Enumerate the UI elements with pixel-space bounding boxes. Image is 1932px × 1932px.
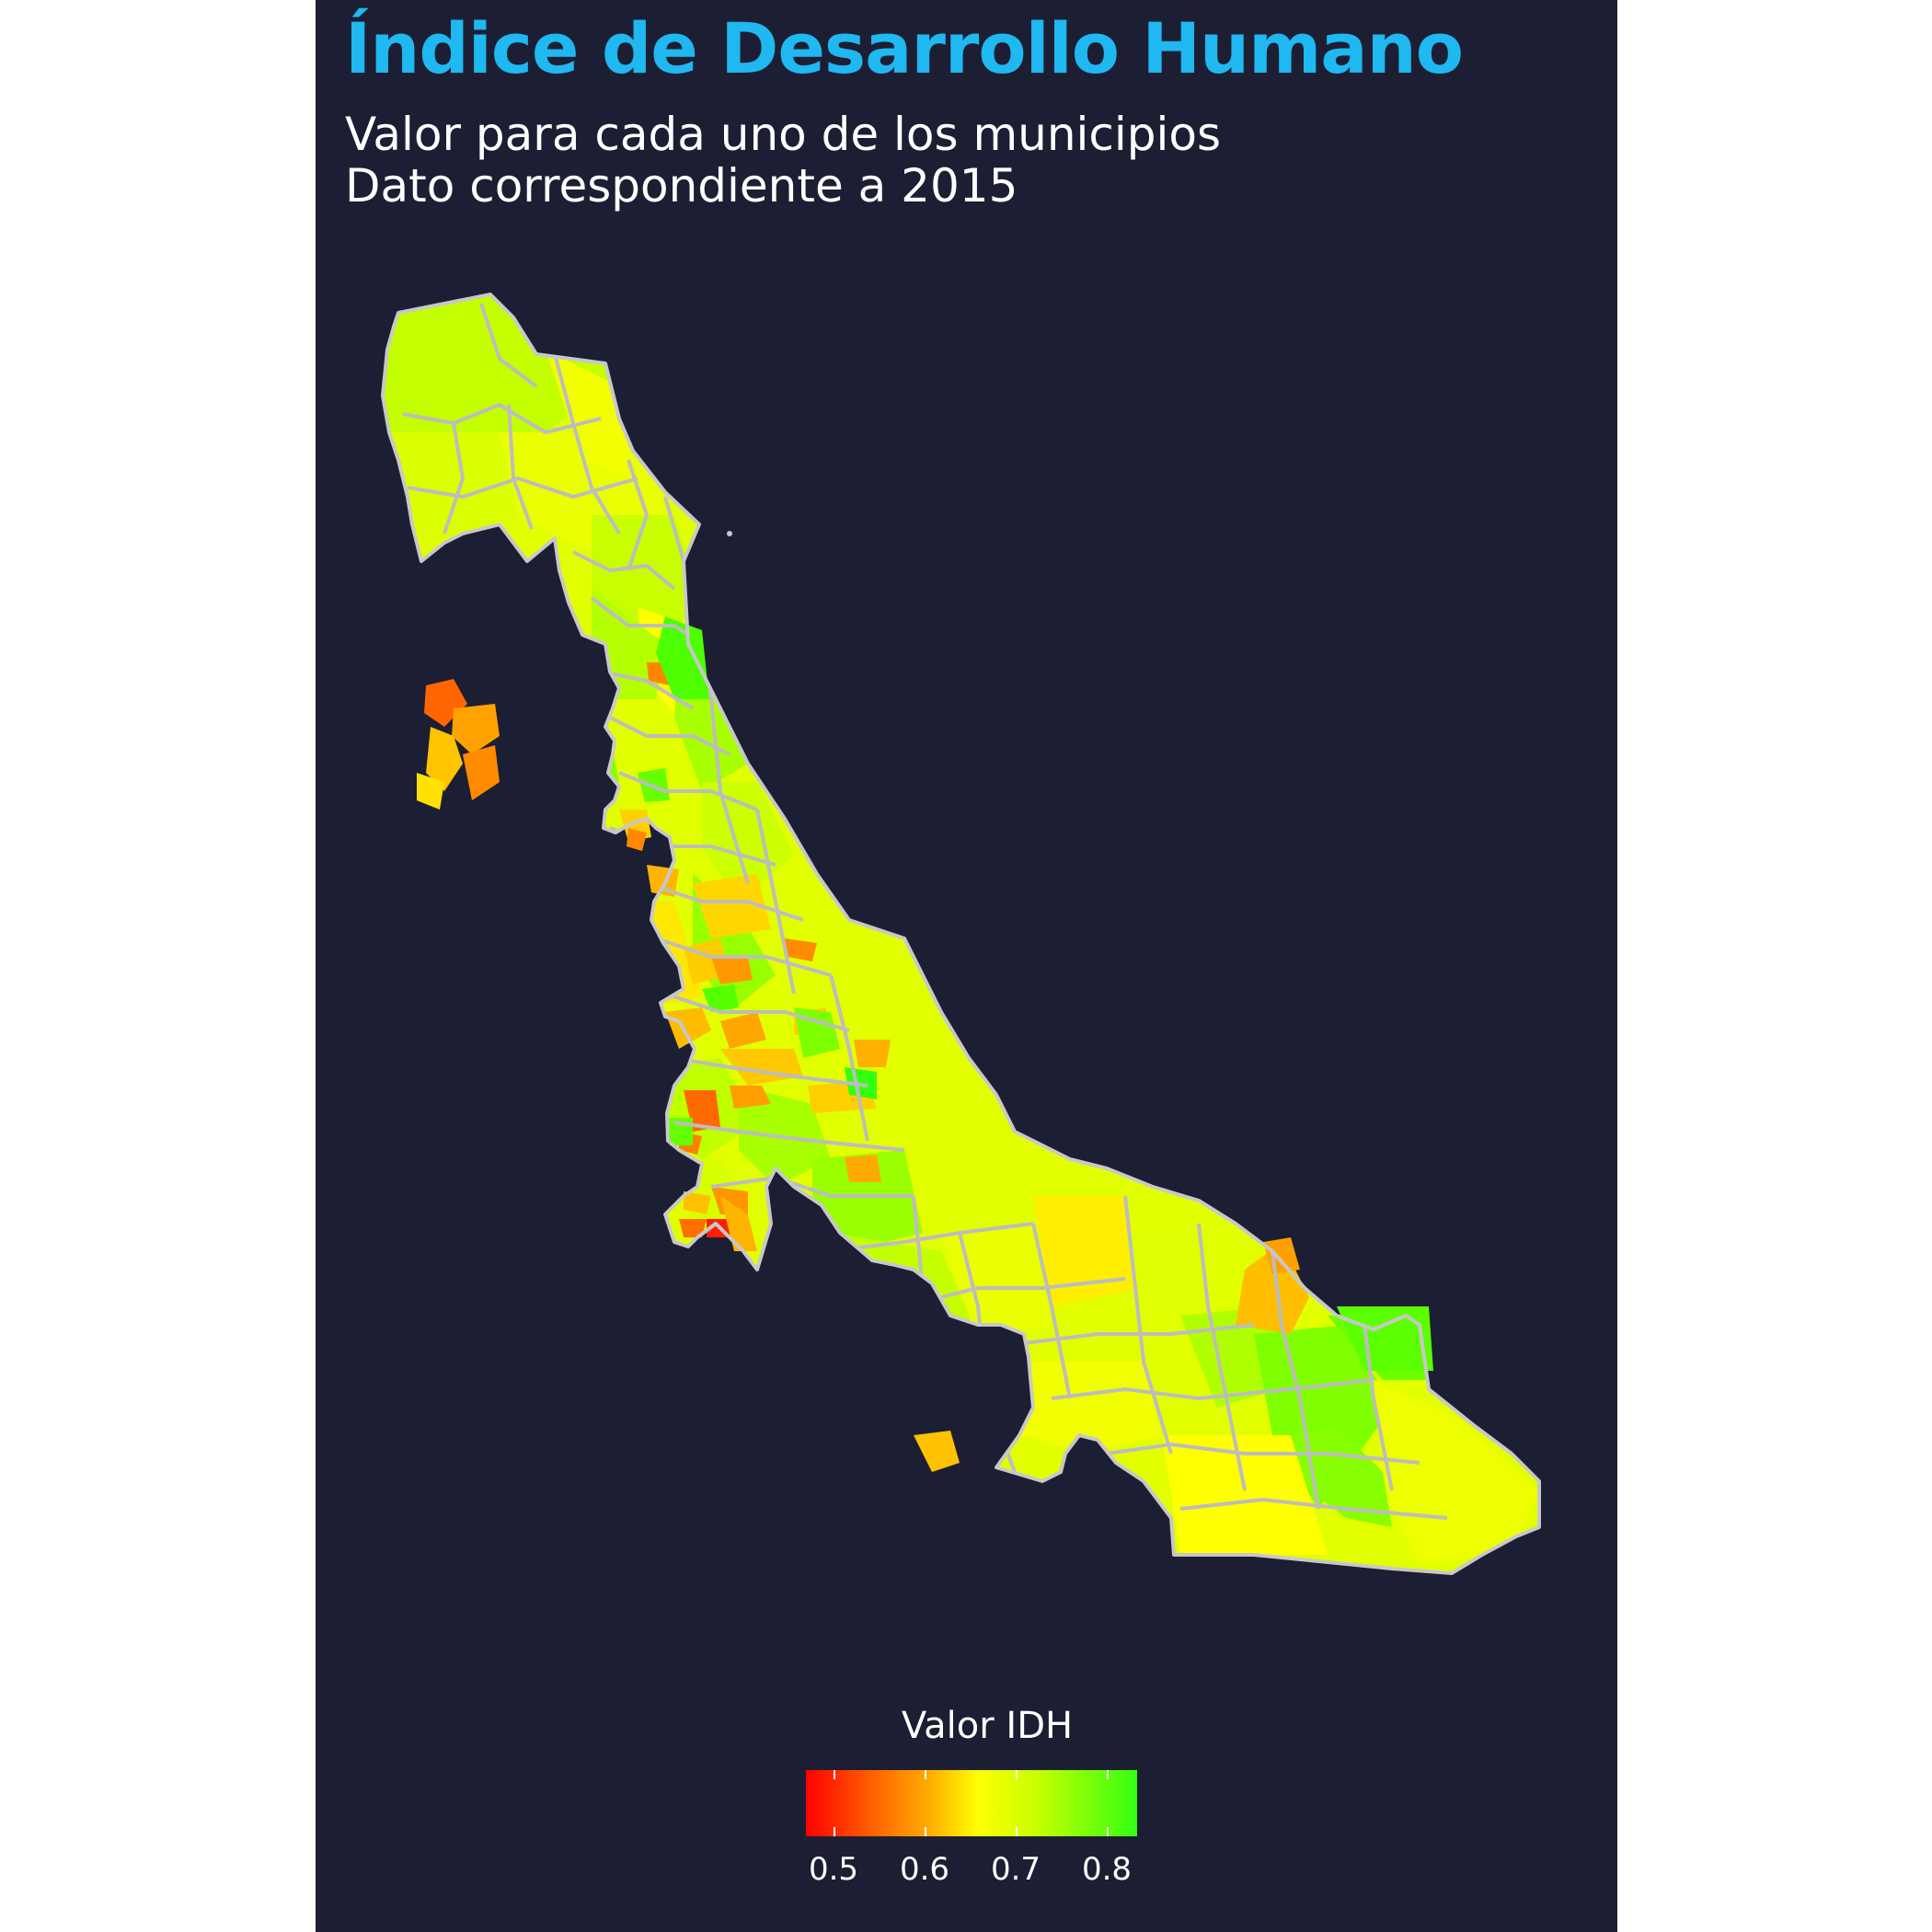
- veracruz-municipalities-map: [381, 293, 1541, 1575]
- municipality-fills: [383, 294, 1539, 1573]
- high-idh-patches: [638, 616, 1433, 1527]
- legend-tick-top: [1107, 1770, 1109, 1779]
- legend-tick-top: [925, 1770, 926, 1779]
- legend-label-0-8: 0.8: [1081, 1851, 1133, 1888]
- legend-label-0-7: 0.7: [990, 1851, 1041, 1888]
- legend-tick-bottom: [925, 1827, 926, 1836]
- map-panel: Índice de Desarrollo Humano Valor para c…: [316, 0, 1617, 1932]
- legend-tick-top: [1016, 1770, 1018, 1779]
- legend-title: Valor IDH: [901, 1705, 1074, 1747]
- subtitle-line-2: Dato correspondiente a 2015: [345, 159, 1018, 213]
- legend-label-0-5: 0.5: [808, 1851, 859, 1888]
- state-outline: [381, 293, 1541, 1575]
- subtitle-line-1: Valor para cada uno de los municipios: [345, 108, 1222, 161]
- legend-colorbar: [806, 1770, 1137, 1836]
- legend-label-0-6: 0.6: [899, 1851, 950, 1888]
- municipality-borders: [402, 303, 1448, 1520]
- legend-tick-bottom: [1107, 1827, 1109, 1836]
- map-title: Índice de Desarrollo Humano: [345, 7, 1464, 89]
- island-dot: [727, 531, 732, 536]
- legend-tick-bottom: [1016, 1827, 1018, 1836]
- legend-tick-top: [834, 1770, 835, 1779]
- legend-tick-bottom: [834, 1827, 835, 1836]
- map-subtitle: Valor para cada uno de los municipios Da…: [345, 109, 1221, 212]
